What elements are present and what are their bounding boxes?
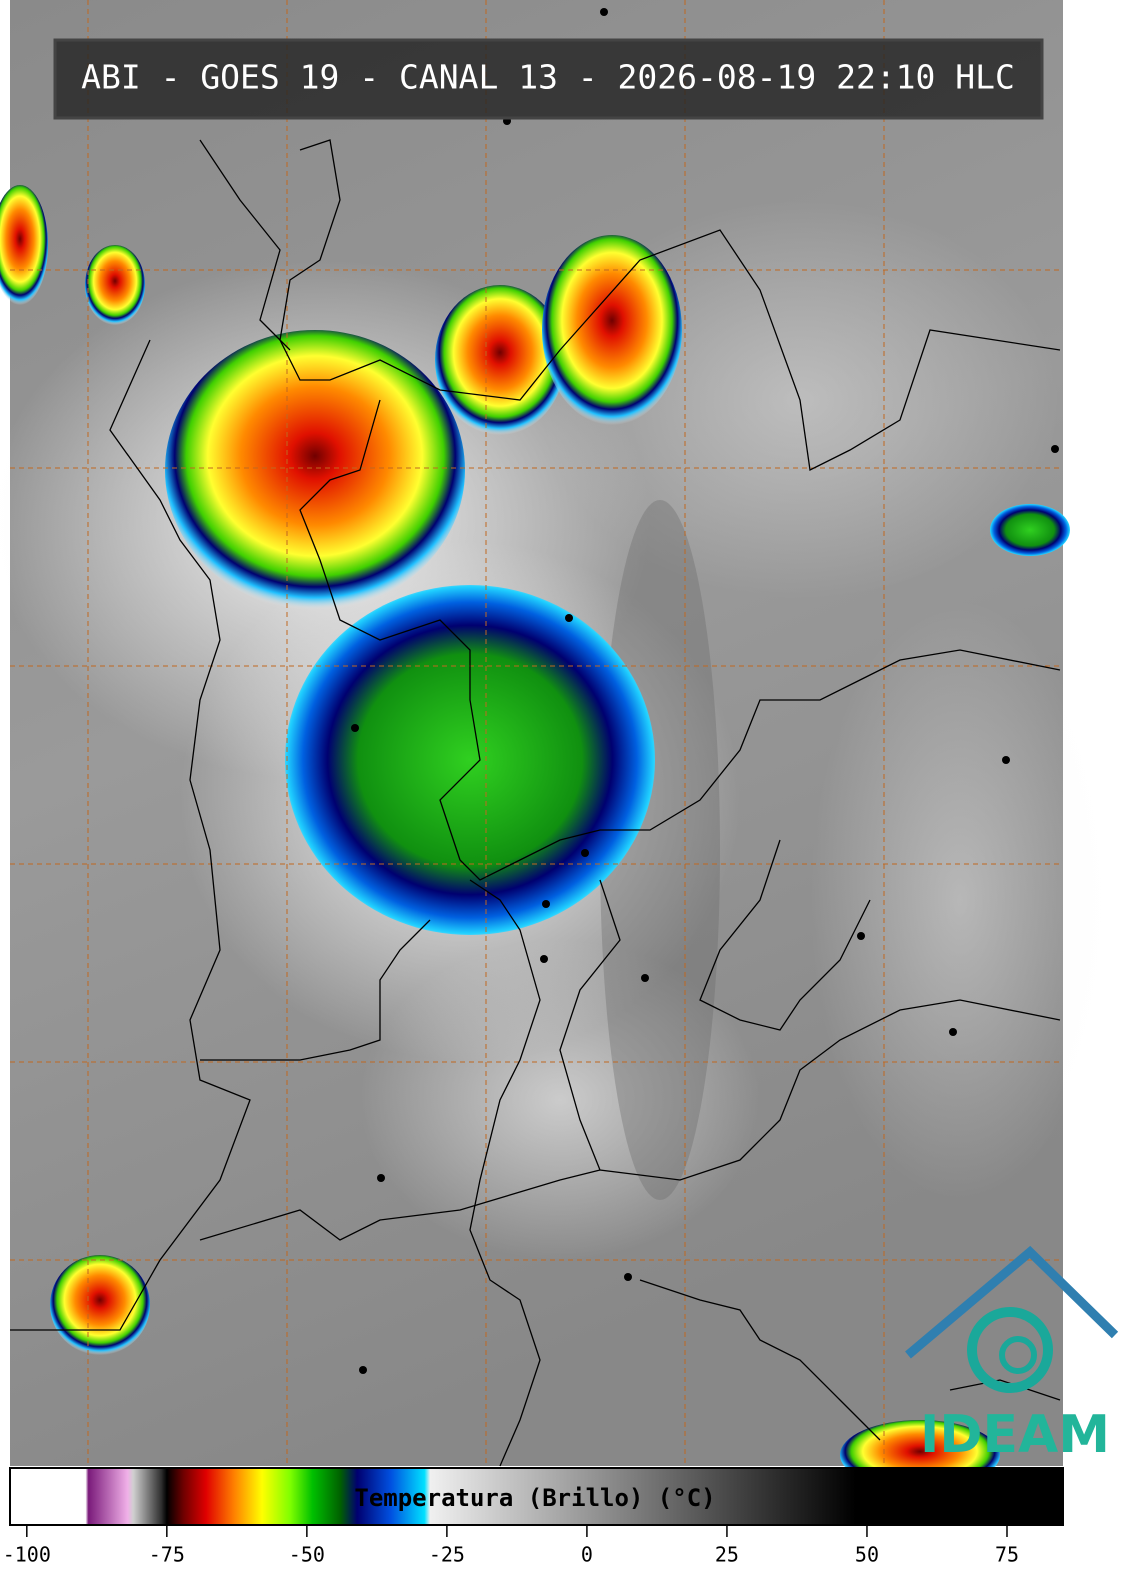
logo-text: IDEAM — [920, 1405, 1110, 1465]
colorbar-ramp — [9, 1467, 1064, 1526]
tick-label: -100 — [3, 1543, 51, 1567]
tick-label: 50 — [855, 1543, 879, 1567]
tick-label: 75 — [995, 1543, 1019, 1567]
title: ABI - GOES 19 - CANAL 13 - 2026-08-19 22… — [81, 58, 1015, 97]
tick-label: -75 — [149, 1543, 185, 1567]
colorbar: Temperatura (Brillo) (°C) -100 -75 -50 -25 0 2… — [3, 1467, 1064, 1567]
tick-label: 25 — [715, 1543, 739, 1567]
tick-label: -50 — [289, 1543, 325, 1567]
colorbar-label: Temperatura (Brillo) (°C) — [354, 1484, 715, 1512]
title-box: ABI - GOES 19 - CANAL 13 - 2026-08-19 22… — [53, 38, 1044, 120]
tick-label: -25 — [429, 1543, 465, 1567]
satellite-image — [0, 0, 1110, 1490]
logo: IDEAM — [905, 1245, 1119, 1465]
tick-label: 0 — [581, 1543, 593, 1567]
